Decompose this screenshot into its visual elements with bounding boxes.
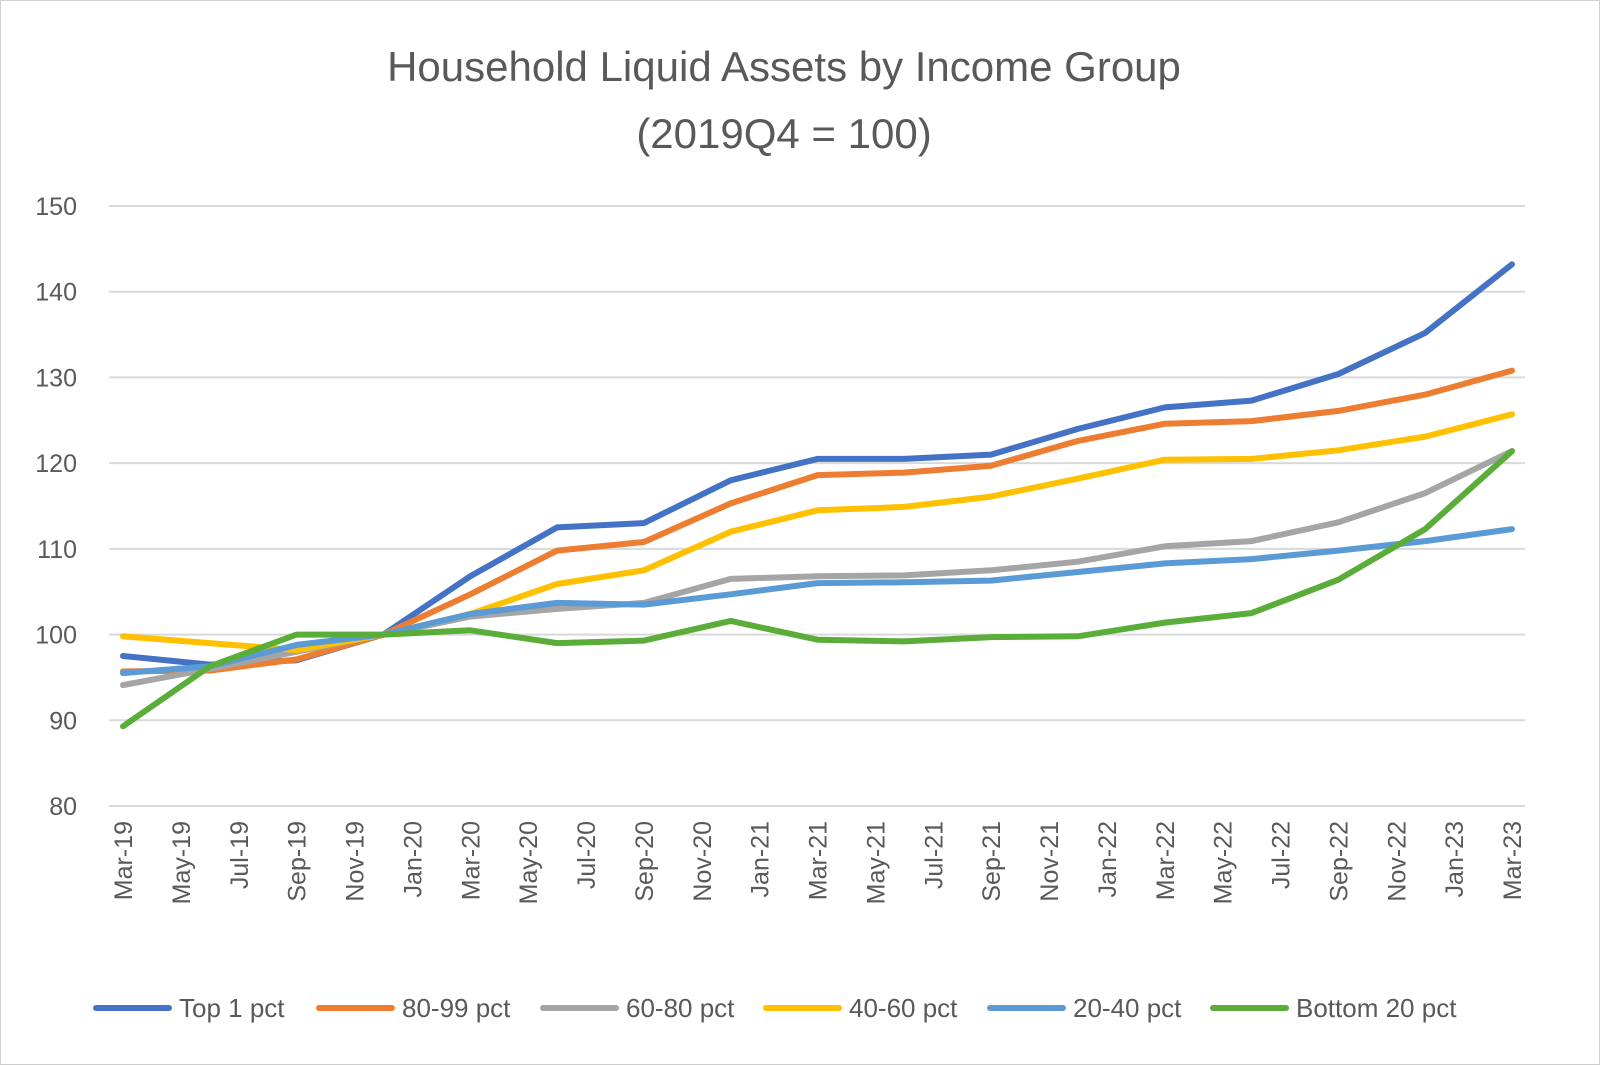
y-tick-label: 120 — [35, 450, 77, 478]
x-tick-label: May-19 — [168, 821, 196, 904]
series-line-80-99-pct — [120, 367, 1515, 675]
x-tick-label: Sep-22 — [1325, 821, 1353, 902]
x-tick-label: Jul-22 — [1268, 821, 1296, 889]
x-tick-label: Nov-20 — [689, 821, 717, 902]
x-axis-ticks: Mar-19 May-19 Jul-19 Sep-19 Nov-19 Jan-20 Mar-… — [110, 821, 1527, 904]
chart-subtitle: (2019Q4 = 100) — [636, 110, 931, 157]
y-axis-ticks: 80 90 100 110 120 130 140 150 — [35, 193, 77, 821]
y-tick-label: 90 — [49, 707, 77, 735]
x-tick-label: Jan-23 — [1441, 821, 1469, 897]
x-tick-label: Mar-19 — [110, 821, 138, 900]
grid-lines — [109, 205, 1525, 807]
x-tick-label: Sep-19 — [284, 821, 312, 902]
x-tick-label: May-20 — [515, 821, 543, 904]
legend-label-20-40-pct: 20-40 pct — [1073, 993, 1182, 1023]
x-tick-label: Jul-19 — [226, 821, 254, 889]
legend-label-80-99-pct: 80-99 pct — [402, 993, 511, 1023]
y-tick-label: 140 — [35, 279, 77, 307]
chart-title: Household Liquid Assets by Income Group — [387, 43, 1181, 90]
y-tick-label: 150 — [35, 193, 77, 221]
x-tick-label: Jan-21 — [747, 821, 775, 897]
y-tick-label: 110 — [37, 536, 77, 564]
x-tick-label: Jul-21 — [920, 821, 948, 889]
x-tick-label: Sep-21 — [978, 821, 1006, 902]
x-tick-label: Mar-20 — [457, 821, 485, 900]
legend: Top 1 pct 80-99 pct 60-80 pct 40-60 pct 20-4… — [93, 993, 1457, 1023]
x-tick-label: Mar-23 — [1499, 821, 1527, 900]
legend-label-top-1-pct: Top 1 pct — [179, 993, 285, 1023]
x-tick-label: Mar-21 — [805, 821, 833, 900]
x-tick-label: Nov-22 — [1383, 821, 1411, 902]
series-lines — [120, 261, 1515, 730]
legend-label-60-80-pct: 60-80 pct — [626, 993, 735, 1023]
x-tick-label: Nov-19 — [342, 821, 370, 902]
x-tick-label: Sep-20 — [631, 821, 659, 902]
y-tick-label: 100 — [35, 622, 77, 650]
series-line-top-1-pct — [120, 261, 1515, 668]
legend-label-40-60-pct: 40-60 pct — [849, 993, 958, 1023]
legend-label-bottom-20-pct: Bottom 20 pct — [1296, 993, 1457, 1023]
x-tick-label: Jan-22 — [1094, 821, 1122, 897]
y-tick-label: 80 — [49, 793, 77, 821]
x-tick-label: Mar-22 — [1152, 821, 1180, 900]
x-tick-label: Nov-21 — [1036, 821, 1064, 902]
x-tick-label: Jan-20 — [399, 821, 427, 897]
series-line-20-40-pct — [120, 526, 1515, 677]
series-line-bottom-20-pct — [120, 448, 1515, 730]
x-tick-label: Jul-20 — [573, 821, 601, 889]
y-tick-label: 130 — [35, 364, 77, 392]
x-tick-label: May-21 — [862, 821, 890, 904]
x-tick-label: May-22 — [1210, 821, 1238, 904]
